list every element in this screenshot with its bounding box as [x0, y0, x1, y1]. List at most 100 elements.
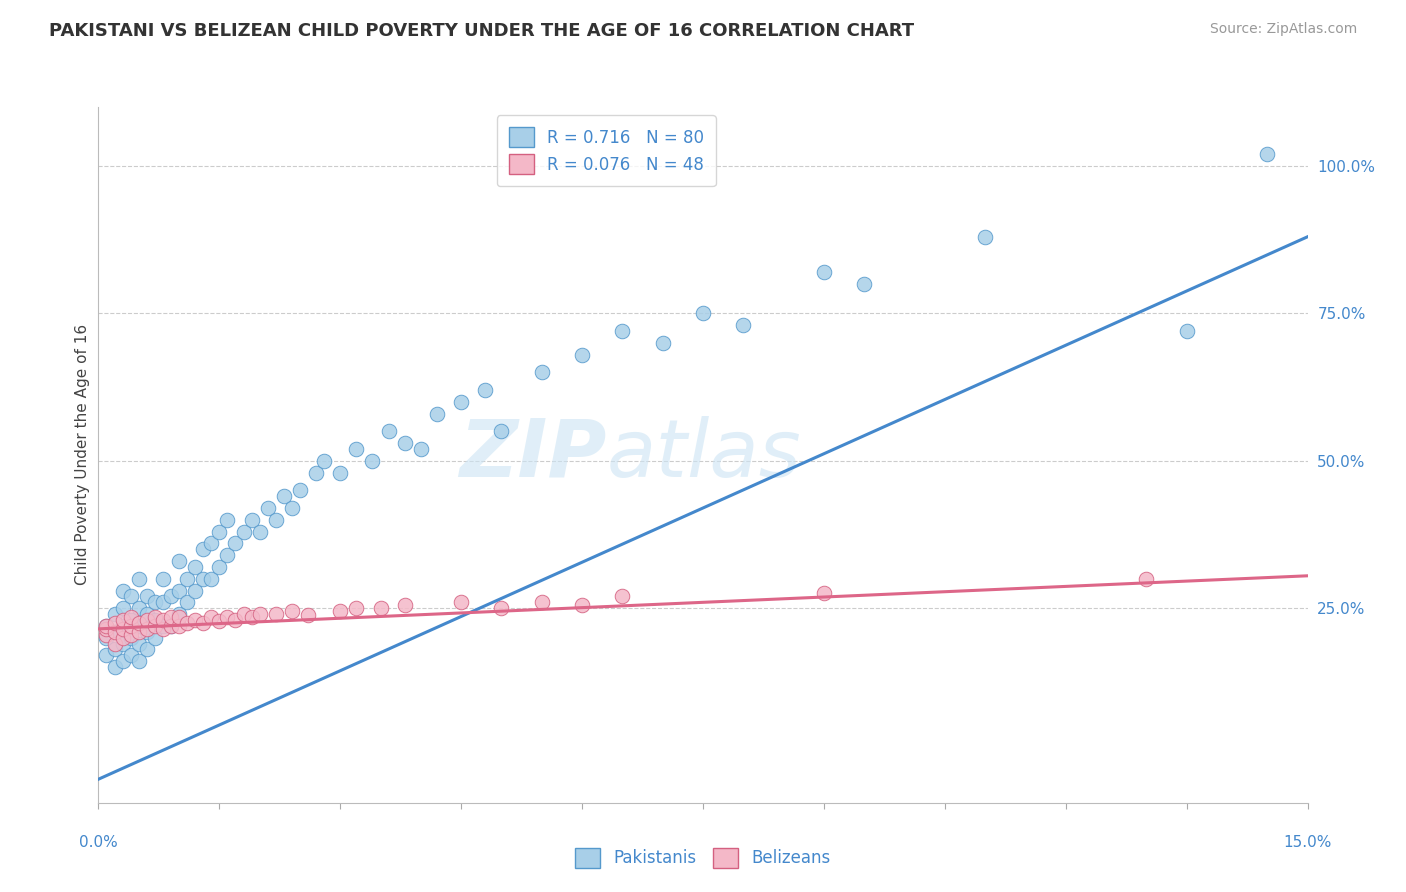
- Point: [474, 383, 496, 397]
- Point: [152, 619, 174, 633]
- Point: [426, 407, 449, 421]
- Point: [450, 595, 472, 609]
- Point: [370, 601, 392, 615]
- Point: [813, 265, 835, 279]
- Point: [143, 619, 166, 633]
- Point: [160, 590, 183, 604]
- Point: [103, 624, 125, 639]
- Point: [200, 610, 222, 624]
- Point: [200, 536, 222, 550]
- Point: [288, 483, 311, 498]
- Point: [176, 572, 198, 586]
- Point: [612, 590, 634, 604]
- Point: [193, 572, 215, 586]
- Point: [103, 660, 125, 674]
- Point: [224, 536, 246, 550]
- Point: [530, 365, 553, 379]
- Point: [450, 395, 472, 409]
- Point: [491, 601, 513, 615]
- Point: [96, 622, 118, 636]
- Point: [394, 436, 416, 450]
- Point: [240, 610, 263, 624]
- Point: [232, 524, 254, 539]
- Point: [193, 615, 215, 630]
- Point: [103, 615, 125, 630]
- Point: [264, 513, 287, 527]
- Point: [344, 442, 367, 456]
- Point: [120, 619, 142, 633]
- Point: [111, 637, 134, 651]
- Point: [111, 622, 134, 636]
- Point: [692, 306, 714, 320]
- Point: [160, 619, 183, 633]
- Point: [103, 642, 125, 657]
- Point: [249, 524, 271, 539]
- Point: [329, 466, 352, 480]
- Y-axis label: Child Poverty Under the Age of 16: Child Poverty Under the Age of 16: [75, 325, 90, 585]
- Text: Source: ZipAtlas.com: Source: ZipAtlas.com: [1209, 22, 1357, 37]
- Point: [111, 601, 134, 615]
- Point: [111, 613, 134, 627]
- Point: [152, 613, 174, 627]
- Point: [128, 619, 150, 633]
- Point: [249, 607, 271, 621]
- Point: [103, 624, 125, 639]
- Point: [240, 513, 263, 527]
- Point: [103, 637, 125, 651]
- Point: [120, 610, 142, 624]
- Point: [111, 631, 134, 645]
- Point: [377, 425, 399, 439]
- Point: [200, 572, 222, 586]
- Point: [135, 607, 157, 621]
- Point: [232, 607, 254, 621]
- Point: [143, 595, 166, 609]
- Point: [733, 318, 755, 333]
- Point: [120, 648, 142, 663]
- Point: [314, 454, 336, 468]
- Point: [571, 348, 593, 362]
- Point: [1175, 324, 1198, 338]
- Point: [120, 590, 142, 604]
- Text: PAKISTANI VS BELIZEAN CHILD POVERTY UNDER THE AGE OF 16 CORRELATION CHART: PAKISTANI VS BELIZEAN CHILD POVERTY UNDE…: [49, 22, 914, 40]
- Point: [176, 595, 198, 609]
- Point: [409, 442, 432, 456]
- Point: [120, 613, 142, 627]
- Point: [120, 628, 142, 642]
- Text: atlas: atlas: [606, 416, 801, 494]
- Point: [530, 595, 553, 609]
- Point: [1135, 572, 1157, 586]
- Point: [143, 613, 166, 627]
- Point: [974, 229, 997, 244]
- Point: [160, 610, 183, 624]
- Point: [224, 613, 246, 627]
- Point: [96, 619, 118, 633]
- Point: [184, 613, 207, 627]
- Point: [612, 324, 634, 338]
- Point: [167, 610, 190, 624]
- Point: [344, 601, 367, 615]
- Point: [217, 548, 239, 562]
- Point: [264, 607, 287, 621]
- Point: [297, 608, 319, 623]
- Point: [143, 631, 166, 645]
- Point: [813, 586, 835, 600]
- Point: [96, 648, 118, 663]
- Point: [96, 631, 118, 645]
- Point: [167, 583, 190, 598]
- Point: [329, 604, 352, 618]
- Point: [167, 607, 190, 621]
- Legend: R = 0.716   N = 80, R = 0.076   N = 48: R = 0.716 N = 80, R = 0.076 N = 48: [496, 115, 716, 186]
- Point: [96, 628, 118, 642]
- Point: [135, 590, 157, 604]
- Point: [184, 560, 207, 574]
- Point: [128, 624, 150, 639]
- Point: [184, 583, 207, 598]
- Point: [176, 615, 198, 630]
- Point: [152, 595, 174, 609]
- Point: [281, 500, 304, 515]
- Point: [1256, 147, 1278, 161]
- Point: [853, 277, 876, 291]
- Point: [135, 622, 157, 636]
- Point: [135, 642, 157, 657]
- Point: [394, 599, 416, 613]
